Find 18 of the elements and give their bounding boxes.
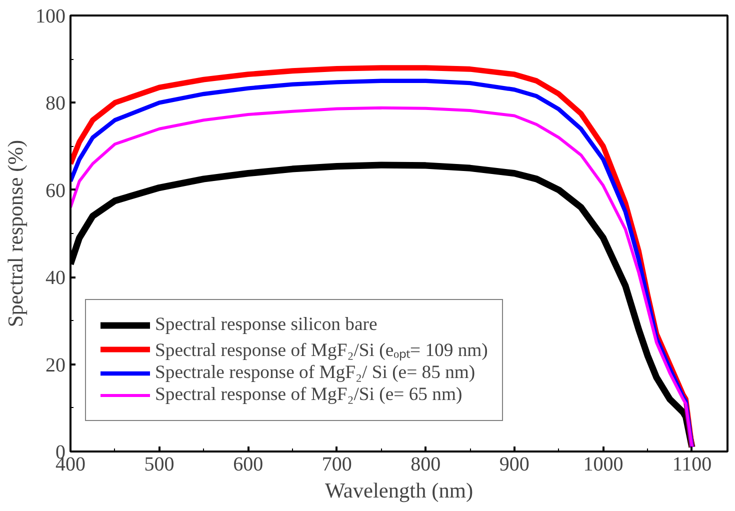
- y-axis-title: Spectral response (%): [4, 140, 28, 328]
- y-tick-label: 80: [46, 92, 66, 115]
- legend-label: Spectrale response of MgF₂/ Si (e= 85 nm): [155, 362, 476, 384]
- x-tick-label: 900: [499, 454, 530, 476]
- x-axis-title: Wavelength (nm): [324, 478, 474, 502]
- y-tick-label: 40: [46, 267, 66, 290]
- legend-label: Spectral response of MgF₂/Si (e= 65 nm): [155, 384, 462, 406]
- y-tick-label: 20: [46, 354, 66, 376]
- legend-label: Spectral response of MgF₂/Si (eₒₚₜ= 109 nm): [155, 339, 488, 362]
- x-tick-label: 600: [233, 454, 264, 476]
- x-tick-label: 1000: [583, 454, 624, 476]
- x-tick-label: 1100: [672, 454, 712, 476]
- legend-label: Spectral response silicon bare: [155, 314, 378, 336]
- y-tick-label: 100: [36, 6, 66, 28]
- x-tick-label: 700: [322, 454, 352, 476]
- y-tick-label: 60: [46, 180, 66, 202]
- x-tick-label: 500: [144, 454, 174, 476]
- x-tick-label: 800: [410, 454, 441, 476]
